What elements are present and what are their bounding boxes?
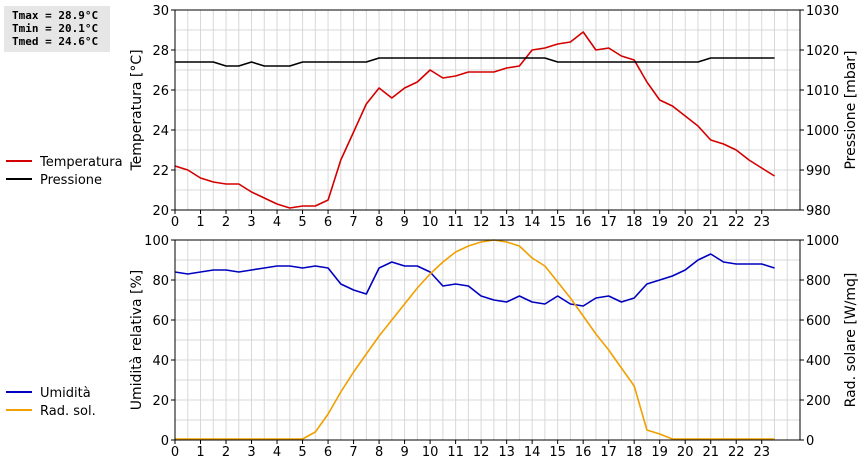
plot-frame: [174, 9, 801, 211]
x-tick-label: 6: [324, 215, 332, 230]
y-tick-label: 26: [152, 84, 169, 99]
x-tick-label: 17: [600, 215, 617, 230]
legend-area: Temperatura Pressione Umidità Rad. sol.: [6, 155, 123, 419]
x-tick-label: 3: [247, 445, 255, 460]
x-tick-label: 12: [473, 215, 490, 230]
x-tick-label: 9: [400, 215, 408, 230]
x-tick-label: 11: [447, 445, 464, 460]
y2-tick-label: 990: [806, 164, 831, 179]
series-line-rad-sol: [175, 239, 775, 440]
x-tick-label: 22: [728, 215, 745, 230]
x-tick-label: 4: [273, 215, 281, 230]
y2-tick-label: 980: [806, 204, 831, 219]
legend-label-pressione: Pressione: [40, 173, 102, 188]
y2-tick-label: 600: [806, 314, 831, 329]
x-tick-label: 7: [349, 215, 357, 230]
legend-label-temperatura: Temperatura: [39, 155, 123, 170]
x-tick-label: 6: [324, 445, 332, 460]
legend-label-radiazione: Rad. sol.: [40, 404, 96, 419]
y-tick-label: 22: [152, 164, 169, 179]
x-tick-label: 23: [753, 445, 770, 460]
x-tick-label: 17: [600, 445, 617, 460]
x-tick-label: 22: [728, 445, 745, 460]
y-tick-label: 28: [152, 44, 169, 59]
y2-tick-label: 0: [806, 434, 814, 449]
x-tick-label: 0: [171, 445, 179, 460]
y-tick-label: 100: [144, 234, 169, 249]
y2-tick-label: 800: [806, 274, 831, 289]
x-tick-label: 20: [677, 215, 694, 230]
x-tick-label: 11: [447, 215, 464, 230]
tmed-label: Tmed = 24.6°C: [12, 35, 99, 48]
chart-panel-2: 0 1 2 3 4 5 6 7 8 9 10 11 12 13 14 15 16 17 18 19 20 21 22 2302…: [129, 234, 859, 460]
x-tick-label: 5: [298, 445, 306, 460]
y-tick-label: 40: [152, 354, 169, 369]
x-tick-label: 16: [575, 445, 592, 460]
x-tick-label: 8: [375, 445, 383, 460]
y2-axis-title: Rad. solare [W/mq]: [843, 273, 859, 408]
y2-tick-label: 400: [806, 354, 831, 369]
x-tick-label: 4: [273, 445, 281, 460]
x-tick-label: 10: [422, 445, 439, 460]
plot-frame: [174, 239, 801, 441]
y-tick-label: 30: [152, 4, 169, 19]
x-tick-label: 2: [222, 445, 230, 460]
y2-tick-label: 1000: [806, 124, 839, 139]
x-tick-label: 18: [626, 215, 643, 230]
series-line-pressione: [175, 57, 775, 67]
y2-tick-label: 1000: [806, 234, 839, 249]
chart-panel-1: 0 1 2 3 4 5 6 7 8 9 10 11 12 13 14 15 16 17 18 19 20 21 22 2320…: [129, 4, 859, 230]
y-axis-title: Temperatura [°C]: [129, 49, 145, 171]
x-tick-label: 0: [171, 215, 179, 230]
y-tick-label: 20: [152, 394, 169, 409]
x-tick-label: 14: [524, 445, 541, 460]
x-tick-label: 1: [196, 445, 204, 460]
y-tick-label: 24: [152, 124, 169, 139]
x-tick-label: 18: [626, 445, 643, 460]
series-line-temperatura: [174, 31, 775, 209]
x-tick-label: 20: [677, 445, 694, 460]
x-tick-label: 1: [196, 215, 204, 230]
x-tick-label: 23: [753, 215, 770, 230]
x-tick-label: 5: [298, 215, 306, 230]
x-tick-label: 9: [400, 445, 408, 460]
x-tick-label: 2: [222, 215, 230, 230]
x-tick-label: 3: [247, 215, 255, 230]
x-tick-label: 19: [651, 215, 668, 230]
x-tick-label: 16: [575, 215, 592, 230]
x-tick-label: 15: [549, 445, 566, 460]
x-tick-label: 7: [349, 445, 357, 460]
y2-tick-label: 1030: [806, 4, 839, 19]
x-tick-label: 14: [524, 215, 541, 230]
x-tick-label: 8: [375, 215, 383, 230]
x-tick-label: 13: [498, 215, 515, 230]
legend-label-umidita: Umidità: [40, 386, 91, 401]
y-tick-label: 60: [152, 314, 169, 329]
y-tick-label: 0: [161, 434, 169, 449]
y2-axis-title: Pressione [mbar]: [843, 50, 859, 169]
x-tick-label: 12: [473, 445, 490, 460]
x-tick-label: 19: [651, 445, 668, 460]
y2-tick-label: 1020: [806, 44, 839, 59]
x-tick-label: 10: [422, 215, 439, 230]
x-tick-label: 15: [549, 215, 566, 230]
series-line-umidit: [174, 253, 775, 307]
y-tick-label: 20: [152, 204, 169, 219]
y-axis-title: Umidità relativa [%]: [129, 270, 145, 411]
tmax-label: Tmax = 28.9°C: [12, 9, 99, 22]
y2-tick-label: 200: [806, 394, 831, 409]
x-tick-label: 21: [702, 215, 719, 230]
stats-box: Tmax = 28.9°C Tmin = 20.1°C Tmed = 24.6°…: [4, 6, 110, 52]
y-tick-label: 80: [152, 274, 169, 289]
x-tick-label: 21: [702, 445, 719, 460]
x-tick-label: 13: [498, 445, 515, 460]
y2-tick-label: 1010: [806, 84, 839, 99]
tmin-label: Tmin = 20.1°C: [12, 22, 99, 35]
